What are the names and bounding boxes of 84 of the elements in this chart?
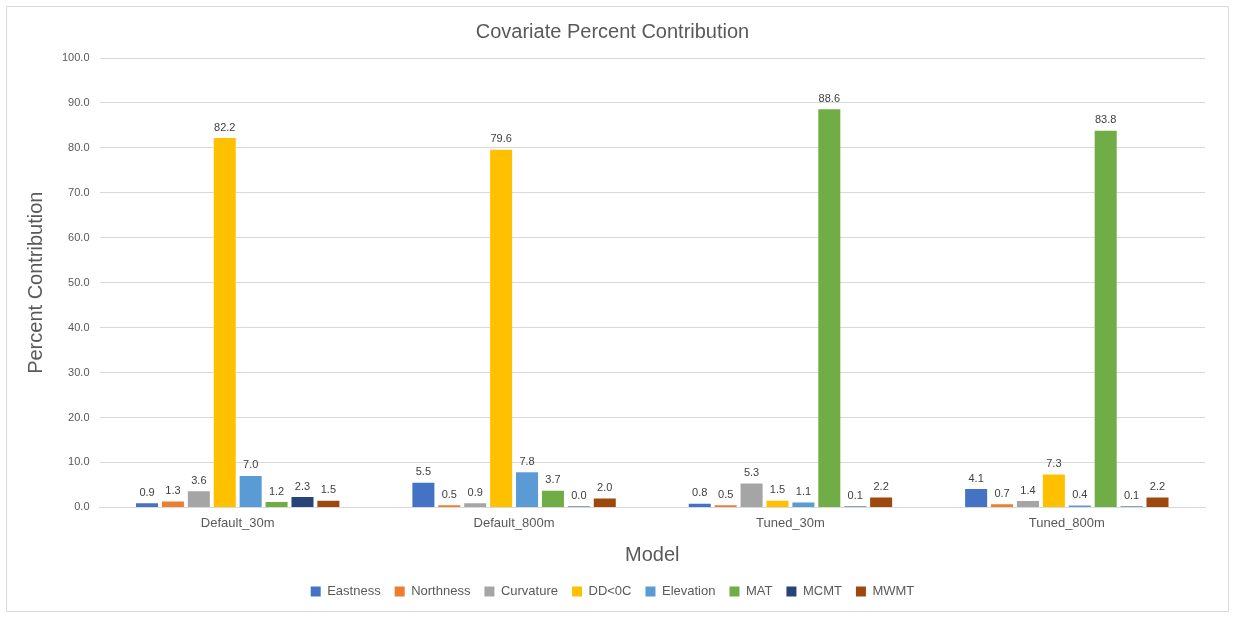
bar [136, 503, 159, 507]
data-label: 2.3 [294, 479, 311, 492]
legend-label: Curvature [500, 583, 558, 599]
bar [412, 482, 435, 507]
chart-title: Covariate Percent Contribution [475, 19, 750, 42]
data-label: 82.2 [214, 120, 236, 133]
data-label: 1.3 [165, 484, 181, 497]
y-tick-label: 80.0 [68, 140, 90, 153]
legend-label: DD<0C [588, 583, 632, 599]
bar [161, 501, 184, 507]
y-tick-label: 100.0 [62, 51, 90, 64]
bar [1042, 474, 1065, 507]
y-tick-label: 50.0 [68, 275, 90, 288]
y-tick-label: 90.0 [68, 95, 90, 108]
bar [792, 502, 815, 507]
data-label: 2.2 [1149, 480, 1166, 493]
legend-label: Elevation [661, 583, 716, 599]
data-label: 2.0 [597, 480, 613, 493]
bar [593, 498, 616, 507]
data-label: 1.5 [320, 483, 337, 496]
data-label: 0.4 [1072, 488, 1088, 501]
bar [1146, 497, 1169, 507]
data-label: 7.0 [243, 458, 259, 471]
x-tick-label: Default_800m [473, 514, 555, 530]
data-label: 0.0 [571, 488, 587, 501]
legend-label: Northness [411, 583, 471, 599]
data-label: 3.6 [191, 473, 207, 486]
y-tick-label: 40.0 [68, 320, 90, 333]
bar [516, 472, 539, 507]
data-label: 7.3 [1046, 457, 1062, 470]
data-label: 0.5 [718, 487, 734, 500]
data-label: 1.1 [795, 484, 812, 497]
y-tick-label: 30.0 [68, 365, 90, 378]
bar [688, 503, 711, 507]
bar [265, 502, 288, 507]
x-tick-label: Tuned_800m [1028, 514, 1105, 530]
data-label: 79.6 [490, 132, 512, 145]
bar [291, 497, 314, 507]
data-label: 5.5 [415, 465, 432, 478]
y-axis-title: Percent Contribution [23, 191, 46, 374]
bar [740, 483, 763, 507]
bar [317, 500, 340, 507]
y-tick-label: 70.0 [68, 185, 90, 198]
data-label: 1.5 [769, 483, 786, 496]
bar [239, 475, 262, 507]
data-label: 5.3 [743, 466, 760, 479]
data-label: 0.1 [1123, 488, 1140, 501]
data-label: 2.2 [873, 480, 889, 493]
bar [1016, 501, 1039, 507]
legend-label: MWMT [872, 583, 915, 599]
data-label: 0.7 [994, 486, 1010, 499]
data-label: 1.2 [268, 484, 285, 497]
data-label: 0.9 [467, 485, 483, 498]
x-axis-title: Model [625, 542, 680, 565]
data-label: 88.6 [818, 91, 841, 104]
bar [1094, 130, 1117, 507]
data-label: 1.4 [1020, 483, 1036, 496]
data-label: 0.1 [847, 488, 863, 501]
bar [541, 490, 564, 507]
data-label: 4.1 [968, 471, 984, 484]
y-tick-label: 10.0 [68, 455, 90, 468]
data-label: 0.5 [441, 487, 457, 500]
y-tick-label: 0.0 [74, 500, 90, 513]
bar [818, 109, 841, 507]
data-label: 3.7 [545, 473, 561, 486]
data-label: 7.8 [519, 454, 535, 467]
bar [991, 504, 1014, 507]
legend-label: MAT [745, 583, 773, 599]
bar [213, 137, 236, 507]
y-tick-label: 20.0 [68, 410, 90, 423]
bar [965, 488, 988, 507]
x-tick-label: Tuned_30m [755, 514, 825, 530]
bar [464, 503, 487, 507]
bar [187, 491, 210, 507]
bar [870, 497, 893, 507]
legend-label: MCMT [802, 583, 842, 599]
data-label: 0.8 [692, 486, 708, 499]
y-tick-label: 60.0 [68, 230, 90, 243]
x-tick-label: Default_30m [200, 514, 275, 530]
bar [766, 500, 789, 507]
legend-label: Eastness [327, 583, 382, 599]
data-label: 83.8 [1094, 113, 1117, 126]
bar [490, 149, 513, 507]
data-label: 0.9 [139, 485, 155, 498]
